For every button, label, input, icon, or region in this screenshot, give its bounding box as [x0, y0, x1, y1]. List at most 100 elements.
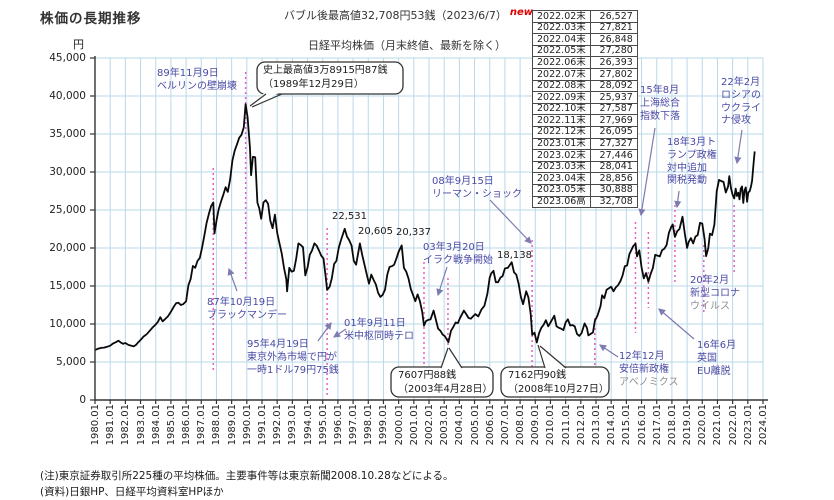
- table-date-cell: 2023.04末: [532, 172, 591, 185]
- bubble-line: （2008年10月27日）: [508, 383, 609, 395]
- callout-line: 22年2月: [721, 77, 761, 88]
- table-value-cell: 26,848: [589, 33, 638, 46]
- table-row: 2023.04末 28,856: [532, 172, 638, 185]
- x-axis-tick-label: 1997.01: [348, 404, 359, 446]
- y-axis-tick-label: 45,000: [49, 52, 86, 64]
- table-value-cell: 28,092: [589, 79, 638, 93]
- annotation-arrow: [638, 127, 656, 217]
- x-axis-tick-label: 2000.01: [394, 404, 405, 446]
- x-axis-tick-label: 2017.01: [652, 404, 663, 446]
- x-axis-tick-label: 1988.01: [211, 404, 222, 446]
- x-axis-tick-label: 1987.01: [196, 404, 207, 446]
- x-axis-tick-label: 1991.01: [257, 404, 268, 446]
- table-value-cell: 25,937: [589, 91, 638, 104]
- event-callout-berlin-wall: 89年11月9日 ベルリンの壁崩壊: [157, 68, 237, 94]
- table-date-cell: 2022.06末: [532, 56, 591, 69]
- callout-line: 対中追加: [667, 162, 707, 174]
- x-axis-tick-label: 2010.01: [545, 404, 556, 446]
- peak-value-label: 22,531: [332, 211, 367, 222]
- callout-line: 18年3月ト: [667, 137, 717, 148]
- x-axis-tick-label: 2007.01: [500, 404, 511, 446]
- x-axis-tick-label: 1981.01: [105, 404, 116, 446]
- table-date-cell: 2022.10末: [532, 102, 591, 116]
- y-axis-tick-label: 30,000: [49, 166, 86, 178]
- callout-line: 一時1ドル79円75銭: [247, 364, 339, 376]
- callout-line: 関税発動: [667, 175, 707, 187]
- x-axis-tick-label: 1984.01: [151, 404, 162, 446]
- x-axis-tick-label: 2004.01: [454, 404, 465, 446]
- callout-bubble-tail-edge: [440, 347, 449, 369]
- callout-line: 87年10月19日: [207, 297, 276, 308]
- callout-line: 08年9月15日: [432, 176, 494, 187]
- x-axis-tick-label: 2011.01: [561, 404, 572, 446]
- table-row: 2022.02末 26,527: [532, 10, 638, 23]
- chart-subtitle: 日経平均株価（月末終値、最新を除く）: [308, 39, 506, 52]
- event-callout-abenomics: 12年12月 安倍新政権 アベノミクス: [619, 351, 679, 389]
- callout-line: 01年9月11日: [344, 318, 406, 329]
- y-axis-tick-label: 20,000: [49, 242, 86, 254]
- table-value-cell: 26,527: [589, 10, 638, 23]
- callout-line: 指数下落: [640, 110, 680, 122]
- table-row: 2023.02末 27,446: [532, 149, 638, 162]
- y-axis-tick-label: 35,000: [49, 128, 86, 140]
- table-row: 2023.05末 30,888: [532, 183, 638, 197]
- callout-line: ロシアの: [721, 89, 761, 101]
- bubble-line: 史上最高値3万8915円87銭: [263, 65, 388, 76]
- callout-line: 上海総合: [640, 97, 680, 109]
- callout-line: EU離脱: [697, 365, 731, 377]
- x-axis-tick-label: 2016.01: [637, 404, 648, 446]
- table-row: 2022.12末 26,095: [532, 125, 638, 139]
- x-axis-tick-label: 1990.01: [242, 404, 253, 446]
- callout-line: 英国: [697, 352, 717, 364]
- callout-line: 16年6月: [697, 340, 737, 351]
- bubble-line: 7607円88銭: [398, 370, 457, 381]
- event-callout-black-monday: 87年10月19日 ブラックマンデー: [207, 297, 287, 323]
- bubble-line: （1989年12月29日）: [263, 78, 364, 90]
- table-value-cell: 27,446: [589, 149, 638, 162]
- x-axis-tick-label: 1995.01: [318, 404, 329, 446]
- callout-line: 安倍新政権: [619, 363, 669, 375]
- callout-line: ウイルス: [690, 300, 730, 312]
- page-title: 株価の長期推移: [40, 11, 142, 27]
- y-axis-unit: 円: [73, 38, 84, 51]
- table-value-cell: 32,708: [589, 195, 638, 209]
- event-callout-covid: 20年2月 新型コロナ ウイルス: [690, 275, 740, 313]
- table-date-cell: 2022.04末: [532, 33, 591, 46]
- callout-line: ランプ政権: [667, 149, 717, 161]
- event-callout-brexit: 16年6月 英国 EU離脱: [697, 340, 736, 378]
- annotation-arrow: [227, 267, 238, 292]
- annotation-arrow: [489, 199, 532, 244]
- x-axis-tick-label: 2022.01: [728, 404, 739, 446]
- callout-line: 03年3月20日: [423, 242, 485, 253]
- table-date-cell: 2022.12末: [532, 125, 591, 139]
- table-date-cell: 2022.07末: [532, 67, 591, 81]
- table-value-cell: 30,888: [589, 183, 638, 197]
- callout-line: ブラックマンデー: [207, 309, 287, 321]
- table-row: 2022.11末 27,969: [532, 114, 638, 127]
- x-axis-tick-label: 2001.01: [409, 404, 420, 446]
- callout-bubble-tail-edge: [537, 344, 546, 369]
- y-axis-tick-label: 25,000: [49, 204, 86, 216]
- table-row: 2023.01末 27,327: [532, 137, 638, 151]
- x-axis-tick-label: 2023.01: [743, 404, 754, 446]
- x-axis-tick-label: 2024.01: [758, 404, 769, 446]
- footnote-1: (注)東京証券取引所225種の平均株価。主要事件等は東京新聞2008.10.28…: [40, 470, 454, 482]
- nikkei-line: [94, 103, 756, 351]
- callout-line: 東京外為市場で円が: [247, 351, 337, 363]
- x-axis-tick-label: 2020.01: [697, 404, 708, 446]
- bubble-line: （2003年4月28日）: [398, 383, 493, 395]
- callout-line: ウクライ: [721, 102, 761, 114]
- monthly-close-table: 2022.02末 26,527 2022.03末 27,821 2022.04末 26,8…: [532, 10, 638, 209]
- table-value-cell: 26,393: [589, 56, 638, 69]
- table-row: 2022.08末 28,092: [532, 79, 638, 93]
- event-callout-iraq-war: 03年3月20日 イラク戦争開始: [423, 242, 493, 268]
- callout-line: 15年8月: [640, 85, 680, 96]
- footnote-2: (資料)日銀HP、日経平均資料室HPほか: [40, 486, 224, 498]
- table-date-cell: 2022.03末: [532, 21, 591, 35]
- x-axis-tick-label: 2008.01: [515, 404, 526, 446]
- x-axis-tick-label: 1983.01: [136, 404, 147, 446]
- table-date-cell: 2023.01末: [532, 137, 591, 151]
- table-value-cell: 28,856: [589, 172, 638, 185]
- callout-line: 12年12月: [619, 351, 665, 362]
